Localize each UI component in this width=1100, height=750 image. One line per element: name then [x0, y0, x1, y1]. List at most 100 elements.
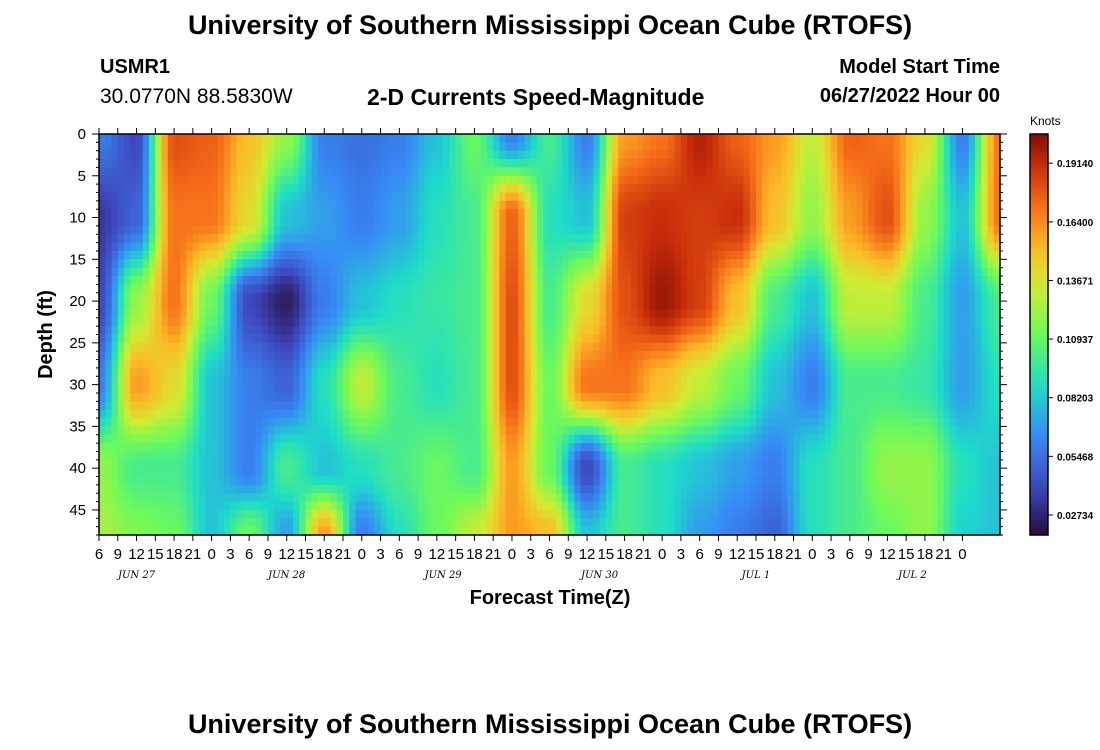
heatmap-cell	[931, 401, 939, 411]
heatmap-cell	[386, 217, 394, 227]
heatmap-cell	[593, 209, 601, 219]
heatmap-cell	[762, 409, 770, 419]
heatmap-cell	[949, 175, 957, 185]
heatmap-cell	[637, 150, 644, 160]
heatmap-cell	[806, 359, 813, 369]
heatmap-cell	[436, 376, 444, 386]
heatmap-cell	[862, 217, 870, 227]
heatmap-cell	[743, 184, 751, 194]
heatmap-cell	[505, 359, 513, 369]
heatmap-cell	[149, 309, 156, 319]
heatmap-cell	[124, 242, 131, 252]
heatmap-cell	[893, 250, 901, 260]
heatmap-cell	[299, 309, 307, 319]
heatmap-cell	[443, 159, 450, 169]
heatmap-cell	[899, 359, 907, 369]
heatmap-cell	[405, 142, 413, 152]
heatmap-cell	[230, 209, 238, 219]
heatmap-cell	[862, 225, 870, 235]
heatmap-cell	[949, 376, 957, 386]
heatmap-cell	[130, 384, 138, 394]
heatmap-cell	[987, 292, 995, 302]
heatmap-cell	[843, 409, 851, 419]
heatmap-cell	[474, 209, 482, 219]
heatmap-cell	[317, 301, 325, 311]
heatmap-cell	[662, 367, 669, 377]
heatmap-cell	[305, 334, 313, 344]
heatmap-cell	[918, 209, 926, 219]
heatmap-cell	[818, 359, 826, 369]
heatmap-cell	[981, 292, 989, 302]
heatmap-cell	[593, 250, 601, 260]
heatmap-cell	[693, 150, 701, 160]
heatmap-cell	[267, 292, 275, 302]
heatmap-cell	[130, 250, 138, 260]
heatmap-cell	[430, 142, 438, 152]
heatmap-cell	[599, 359, 607, 369]
heatmap-cell	[393, 242, 400, 252]
heatmap-cell	[518, 267, 526, 277]
heatmap-cell	[330, 342, 338, 352]
heatmap-cell	[536, 292, 544, 302]
heatmap-cell	[411, 159, 419, 169]
heatmap-cell	[618, 401, 626, 411]
heatmap-cell	[224, 334, 231, 344]
heatmap-cell	[624, 334, 632, 344]
heatmap-cell	[236, 225, 244, 235]
heatmap-cell	[418, 292, 425, 302]
heatmap-cell	[918, 167, 926, 177]
heatmap-cell	[543, 284, 551, 294]
heatmap-cell	[217, 192, 225, 202]
heatmap-cell	[192, 317, 200, 327]
heatmap-cell	[668, 401, 676, 411]
heatmap-cell	[705, 342, 713, 352]
heatmap-cell	[968, 184, 976, 194]
heatmap-cell	[361, 242, 369, 252]
heatmap-cell	[330, 200, 338, 210]
heatmap-cell	[730, 250, 738, 260]
heatmap-cell	[568, 192, 576, 202]
heatmap-cell	[687, 317, 695, 327]
heatmap-cell	[574, 409, 582, 419]
heatmap-cell	[993, 367, 1000, 377]
heatmap-cell	[224, 326, 231, 336]
heatmap-cell	[299, 184, 307, 194]
heatmap-cell	[749, 250, 757, 260]
heatmap-cell	[511, 334, 519, 344]
heatmap-cell	[436, 192, 444, 202]
heatmap-cell	[593, 384, 601, 394]
heatmap-cell	[436, 317, 444, 327]
heatmap-cell	[718, 409, 726, 419]
heatmap-cell	[912, 351, 920, 361]
heatmap-cell	[768, 134, 776, 143]
heatmap-cell	[424, 326, 432, 336]
heatmap-cell	[149, 351, 156, 361]
heatmap-cell	[380, 284, 388, 294]
heatmap-cell	[874, 367, 882, 377]
heatmap-cell	[305, 342, 313, 352]
heatmap-cell	[881, 217, 888, 227]
heatmap-cell	[380, 351, 388, 361]
heatmap-cell	[587, 317, 594, 327]
heatmap-cell	[743, 192, 751, 202]
heatmap-cell	[918, 367, 926, 377]
heatmap-cell	[624, 234, 632, 244]
heatmap-cell	[249, 217, 257, 227]
heatmap-cell	[755, 167, 763, 177]
heatmap-cell	[242, 401, 250, 411]
heatmap-cell	[612, 267, 619, 277]
heatmap-cell	[217, 159, 225, 169]
heatmap-cell	[224, 292, 231, 302]
heatmap-cell	[662, 225, 669, 235]
heatmap-cell	[436, 309, 444, 319]
heatmap-cell	[536, 184, 544, 194]
heatmap-cell	[806, 267, 813, 277]
heatmap-cell	[837, 301, 845, 311]
heatmap-cell	[292, 200, 300, 210]
heatmap-cell	[849, 192, 857, 202]
heatmap-cell	[562, 234, 569, 244]
heatmap-cell	[956, 292, 964, 302]
heatmap-cell	[355, 134, 363, 143]
heatmap-cell	[962, 217, 970, 227]
heatmap-cell	[217, 225, 225, 235]
